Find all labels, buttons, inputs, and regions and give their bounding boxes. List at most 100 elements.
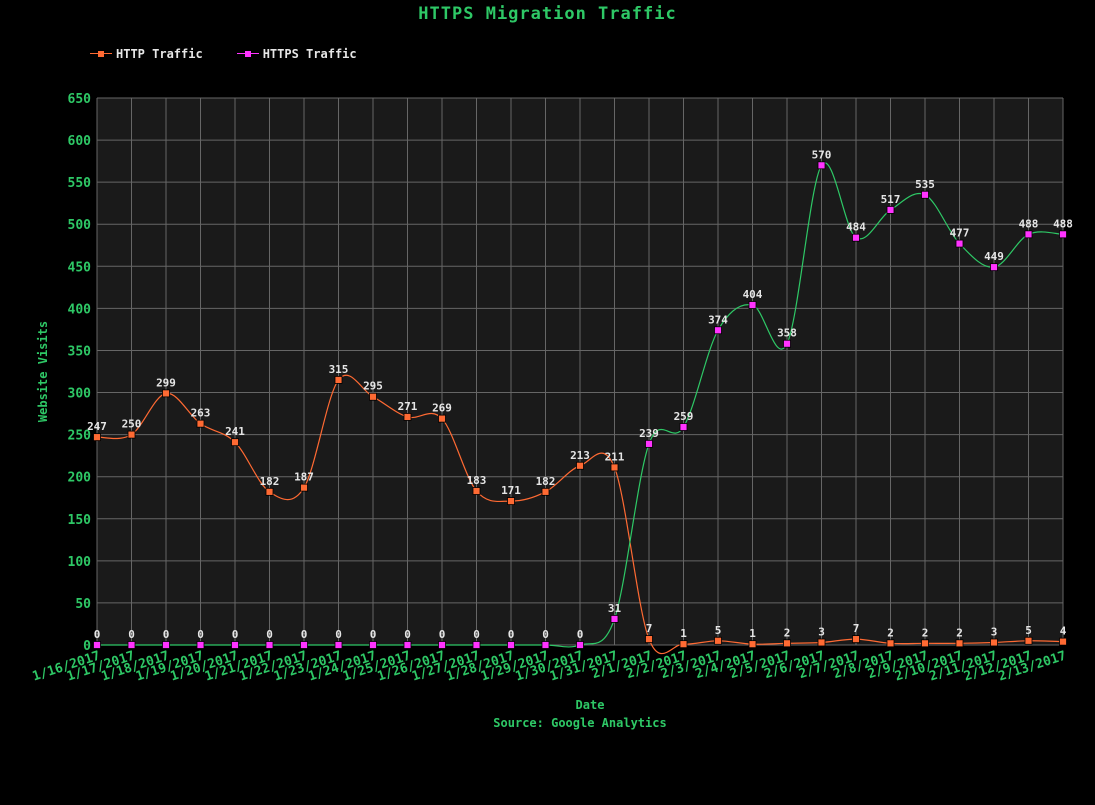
series-markers [93,161,1067,649]
x-tick-label: 2/13/2017 [997,649,1069,685]
y-tick-label: 350 [68,344,92,359]
data-label-http: 241 [225,425,245,438]
data-point-http[interactable] [265,487,274,496]
data-point-http[interactable] [679,640,688,649]
data-label-http: 247 [87,420,107,433]
y-axis-title: Website Visits [36,321,50,422]
data-point-https[interactable] [162,641,170,649]
data-label-http: 2 [956,626,963,639]
y-tick-label: 400 [68,302,92,317]
data-point-https[interactable] [403,641,412,649]
data-point-http[interactable] [610,463,619,472]
data-point-https[interactable] [921,190,929,199]
data-point-https[interactable] [679,423,688,431]
data-point-http[interactable] [886,639,895,648]
data-point-http[interactable] [403,413,412,421]
data-point-https[interactable] [990,263,998,272]
data-label-http: 315 [329,363,349,376]
data-point-http[interactable] [196,419,205,428]
data-label-http: 2 [887,626,894,639]
data-point-http[interactable] [817,638,826,647]
data-point-http[interactable] [334,376,343,384]
data-point-https[interactable] [196,641,205,649]
data-point-https[interactable] [714,326,722,335]
data-point-https[interactable] [472,641,481,649]
y-axis-ticks: 0 50 100 150 200 250 300 350 400 450 500 550 600 650 [68,92,92,654]
data-point-https[interactable] [93,641,101,649]
data-point-http[interactable] [783,639,791,648]
data-label-https: 0 [266,628,273,641]
data-label-http: 182 [260,475,280,488]
data-label-http: 213 [570,449,590,462]
data-label-https: 0 [404,628,411,641]
data-point-https[interactable] [886,206,895,214]
data-point-https[interactable] [955,239,964,248]
x-axis-ticks: 1/16/20171/17/20171/18/20171/19/20171/20… [31,649,1069,685]
y-tick-label: 550 [68,176,92,191]
data-point-https[interactable] [852,233,860,242]
data-label-https: 0 [473,628,480,641]
data-label-https: 488 [1019,217,1039,230]
data-point-http[interactable] [748,640,757,649]
data-point-https[interactable] [127,641,136,649]
data-label-http: 183 [467,474,487,487]
data-point-http[interactable] [369,392,377,401]
data-point-https[interactable] [507,641,515,649]
data-label-https: 517 [881,193,901,206]
data-point-https[interactable] [300,641,308,649]
data-label-https: 0 [232,628,239,641]
data-point-https[interactable] [1024,230,1033,239]
y-tick-label: 50 [75,597,91,612]
chart-title: HTTPS Migration Traffic [418,4,677,24]
data-point-https[interactable] [748,301,757,309]
data-point-http[interactable] [472,487,481,495]
data-label-https: 0 [94,628,101,641]
y-tick-label: 300 [68,387,92,402]
data-point-https[interactable] [645,439,653,448]
data-point-http[interactable] [955,639,964,648]
data-point-http[interactable] [852,635,860,644]
y-tick-label: 500 [68,218,92,233]
data-point-http[interactable] [576,461,584,470]
data-point-http[interactable] [127,430,136,439]
y-tick-label: 650 [68,92,92,107]
data-point-http[interactable] [300,483,308,492]
data-point-http[interactable] [1024,636,1033,645]
data-label-http: 5 [715,624,722,637]
data-point-http[interactable] [438,414,446,423]
data-label-http: 5 [1025,624,1032,637]
data-point-http[interactable] [990,638,998,647]
data-point-https[interactable] [334,641,343,649]
data-point-http[interactable] [1059,637,1067,646]
data-point-https[interactable] [576,641,584,649]
data-label-http: 7 [646,622,653,635]
data-point-https[interactable] [265,641,274,649]
data-point-http[interactable] [93,433,101,442]
data-point-http[interactable] [162,389,170,398]
data-point-https[interactable] [817,161,826,170]
data-point-http[interactable] [507,497,515,505]
legend-item-http[interactable]: HTTP Traffic [90,44,203,64]
data-point-https[interactable] [610,615,619,623]
data-point-https[interactable] [783,339,791,348]
data-point-https[interactable] [1059,230,1067,239]
data-point-https[interactable] [541,641,550,649]
data-point-http[interactable] [231,438,239,447]
data-point-https[interactable] [438,641,446,649]
legend-swatch-https [236,48,259,60]
legend-item-https[interactable]: HTTPS Traffic [236,44,357,64]
data-label-https: 0 [301,628,308,641]
data-label-https: 488 [1053,217,1073,230]
legend-label-https: HTTPS Traffic [262,47,357,61]
data-point-https[interactable] [231,641,239,649]
data-label-http: 2 [922,626,929,639]
data-point-http[interactable] [645,635,653,644]
data-label-https: 449 [984,250,1004,263]
source-note: Source: Google Analytics [493,716,666,730]
y-tick-label: 100 [68,555,92,570]
data-label-http: 2 [784,626,791,639]
data-point-http[interactable] [921,639,929,648]
data-point-https[interactable] [369,641,377,649]
data-point-http[interactable] [541,487,550,496]
data-point-http[interactable] [714,636,722,645]
